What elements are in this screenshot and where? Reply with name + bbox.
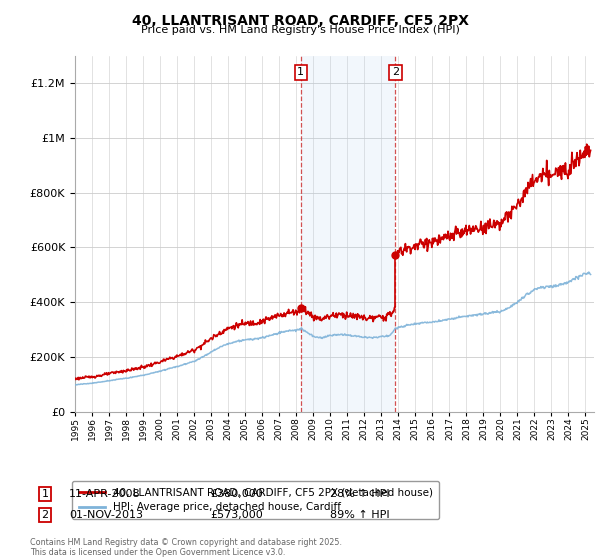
Text: Price paid vs. HM Land Registry's House Price Index (HPI): Price paid vs. HM Land Registry's House … bbox=[140, 25, 460, 35]
Text: £573,000: £573,000 bbox=[210, 510, 263, 520]
Text: 2: 2 bbox=[392, 67, 399, 77]
Text: 89% ↑ HPI: 89% ↑ HPI bbox=[330, 510, 389, 520]
Text: 1: 1 bbox=[41, 489, 49, 499]
Text: 11-APR-2008: 11-APR-2008 bbox=[69, 489, 140, 499]
Text: Contains HM Land Registry data © Crown copyright and database right 2025.
This d: Contains HM Land Registry data © Crown c… bbox=[30, 538, 342, 557]
Text: 28% ↑ HPI: 28% ↑ HPI bbox=[330, 489, 389, 499]
Text: £380,000: £380,000 bbox=[210, 489, 263, 499]
Text: 40, LLANTRISANT ROAD, CARDIFF, CF5 2PX: 40, LLANTRISANT ROAD, CARDIFF, CF5 2PX bbox=[131, 14, 469, 28]
Bar bbox=[301, 56, 395, 412]
Legend: 40, LLANTRISANT ROAD, CARDIFF, CF5 2PX (detached house), HPI: Average price, det: 40, LLANTRISANT ROAD, CARDIFF, CF5 2PX (… bbox=[73, 481, 439, 519]
Text: 1: 1 bbox=[298, 67, 304, 77]
Text: 2: 2 bbox=[41, 510, 49, 520]
Text: 01-NOV-2013: 01-NOV-2013 bbox=[69, 510, 143, 520]
